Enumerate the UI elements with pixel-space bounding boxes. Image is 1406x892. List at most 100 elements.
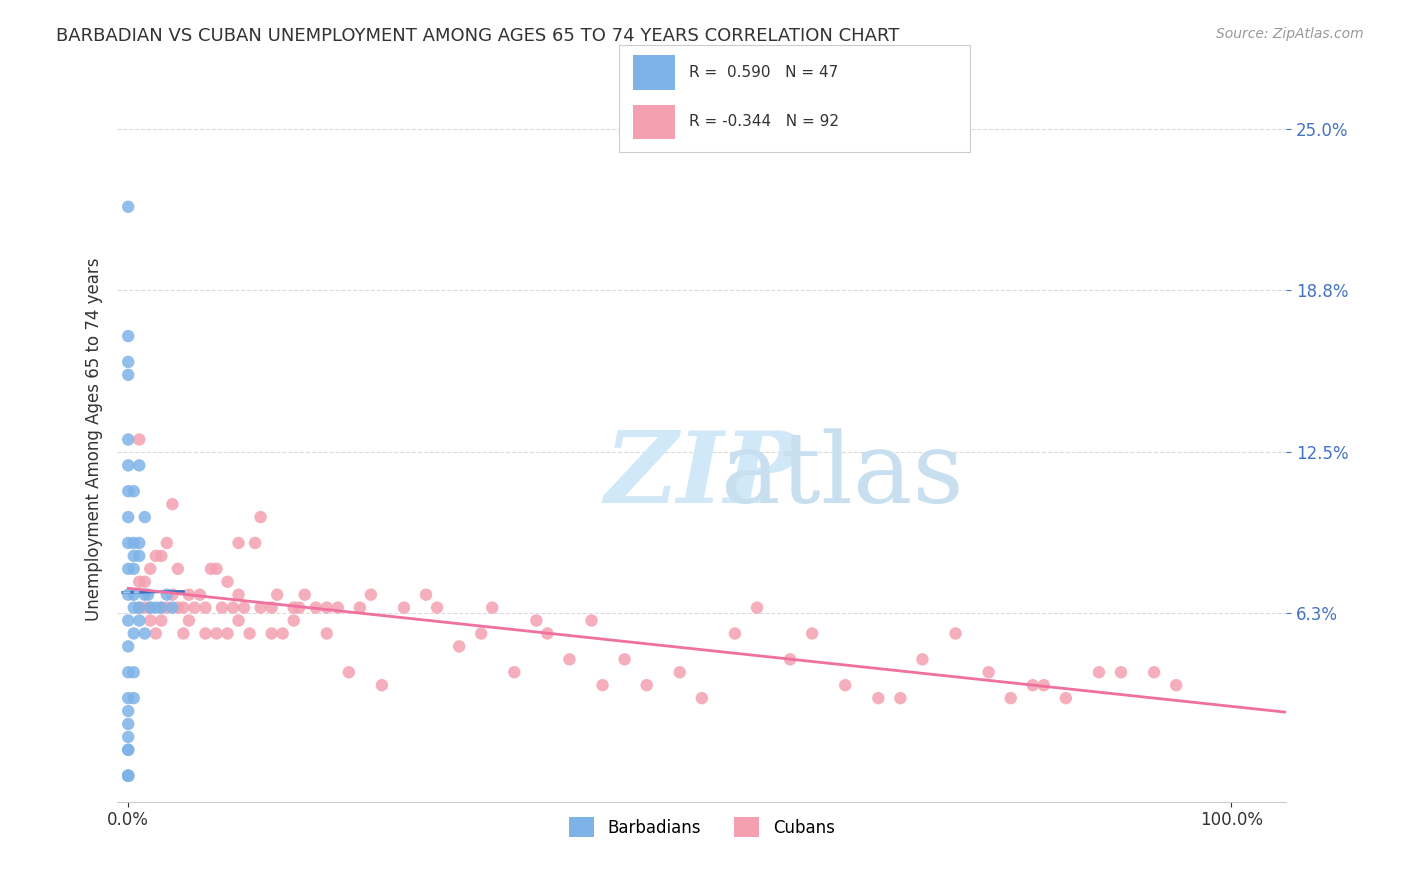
Point: [139, 600, 162, 615]
Point: [834, 678, 856, 692]
Point: [117, 704, 139, 718]
Point: [145, 626, 167, 640]
Point: [690, 691, 713, 706]
Point: [145, 600, 167, 615]
Point: [117, 730, 139, 744]
Point: [162, 497, 184, 511]
Point: [167, 562, 190, 576]
Bar: [633, 104, 675, 139]
Point: [122, 549, 145, 563]
Point: [205, 562, 228, 576]
Point: [305, 600, 328, 615]
Point: [977, 665, 1000, 680]
Text: Source: ZipAtlas.com: Source: ZipAtlas.com: [1216, 27, 1364, 41]
Point: [122, 691, 145, 706]
Point: [134, 600, 156, 615]
Point: [128, 600, 150, 615]
Y-axis label: Unemployment Among Ages 65 to 74 years: Unemployment Among Ages 65 to 74 years: [86, 258, 103, 621]
Point: [1054, 691, 1077, 706]
Point: [145, 549, 167, 563]
Point: [122, 600, 145, 615]
Point: [228, 614, 250, 628]
Point: [315, 626, 337, 640]
Point: [117, 200, 139, 214]
Point: [294, 588, 316, 602]
Point: [162, 588, 184, 602]
Point: [134, 588, 156, 602]
Point: [117, 355, 139, 369]
Point: [150, 600, 173, 615]
Point: [415, 588, 437, 602]
Point: [150, 549, 173, 563]
Point: [868, 691, 890, 706]
Point: [392, 600, 415, 615]
Point: [117, 536, 139, 550]
Point: [156, 588, 179, 602]
Point: [503, 665, 526, 680]
Point: [134, 574, 156, 589]
Bar: [633, 55, 675, 89]
Point: [449, 640, 471, 654]
Point: [117, 743, 139, 757]
Point: [349, 600, 371, 615]
Point: [128, 600, 150, 615]
Point: [238, 626, 260, 640]
Point: [228, 588, 250, 602]
Point: [1022, 678, 1045, 692]
Point: [150, 614, 173, 628]
Text: atlas: atlas: [721, 428, 963, 524]
Point: [243, 536, 266, 550]
Text: BARBADIAN VS CUBAN UNEMPLOYMENT AMONG AGES 65 TO 74 YEARS CORRELATION CHART: BARBADIAN VS CUBAN UNEMPLOYMENT AMONG AG…: [56, 27, 900, 45]
Point: [139, 562, 162, 576]
Point: [217, 626, 239, 640]
Point: [117, 368, 139, 382]
Point: [668, 665, 690, 680]
Point: [128, 574, 150, 589]
Point: [122, 588, 145, 602]
Point: [117, 769, 139, 783]
Point: [426, 600, 449, 615]
Point: [360, 588, 382, 602]
Point: [117, 562, 139, 576]
Point: [139, 614, 162, 628]
Point: [222, 600, 245, 615]
Point: [117, 484, 139, 499]
Point: [117, 665, 139, 680]
Point: [156, 600, 179, 615]
Point: [139, 600, 162, 615]
Point: [128, 433, 150, 447]
Point: [371, 678, 394, 692]
Point: [205, 626, 228, 640]
Point: [150, 600, 173, 615]
Point: [613, 652, 636, 666]
Point: [724, 626, 747, 640]
Point: [260, 626, 283, 640]
Point: [1032, 678, 1054, 692]
Point: [128, 536, 150, 550]
Point: [134, 626, 156, 640]
Point: [200, 562, 222, 576]
Point: [128, 458, 150, 473]
Point: [249, 510, 271, 524]
Legend: Barbadians, Cubans: Barbadians, Cubans: [562, 810, 841, 844]
Point: [194, 600, 217, 615]
Point: [524, 614, 547, 628]
Point: [745, 600, 768, 615]
Point: [636, 678, 658, 692]
Point: [260, 600, 283, 615]
Point: [122, 626, 145, 640]
Point: [249, 600, 271, 615]
Point: [581, 614, 603, 628]
Point: [217, 574, 239, 589]
Point: [117, 743, 139, 757]
Text: R = -0.344   N = 92: R = -0.344 N = 92: [689, 114, 839, 129]
Point: [117, 614, 139, 628]
Point: [117, 717, 139, 731]
Text: ZIP: ZIP: [605, 427, 800, 524]
Point: [136, 588, 159, 602]
Text: R =  0.590   N = 47: R = 0.590 N = 47: [689, 65, 838, 80]
Point: [128, 614, 150, 628]
Point: [1143, 665, 1166, 680]
Point: [134, 510, 156, 524]
Point: [326, 600, 349, 615]
